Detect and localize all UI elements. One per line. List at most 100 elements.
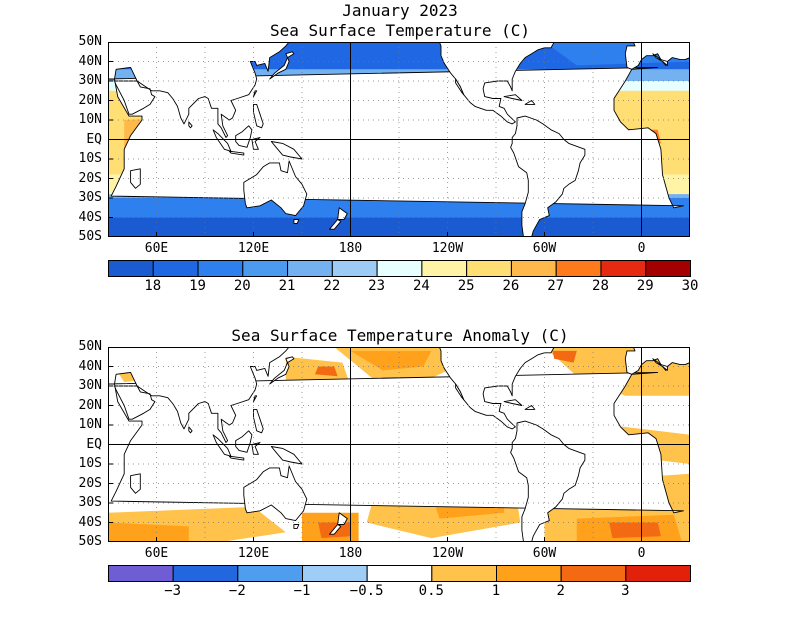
anomaly-colorbar (108, 565, 691, 582)
colorbar-label: 3 (621, 583, 630, 599)
land-mass (243, 465, 308, 522)
lat-label: 20S (78, 475, 102, 491)
land-mass (455, 78, 465, 96)
land-mass (228, 455, 245, 461)
land-mass (503, 94, 523, 101)
title-anomaly: Sea Surface Temperature Anomaly (C) (231, 326, 569, 345)
colorbar-label: 28 (592, 278, 609, 294)
colorbar-label: 21 (278, 278, 296, 294)
colorbar-swatch (600, 260, 647, 277)
colorbar-label: 27 (547, 278, 565, 294)
lon-label: 60W (532, 546, 557, 561)
colorbar-swatch (510, 260, 557, 277)
color-region (609, 522, 661, 539)
lat-label: 30S (78, 190, 102, 205)
land-mass (253, 103, 264, 129)
lon-label: 60E (144, 546, 169, 561)
land-mass (130, 473, 141, 494)
colorbar-label: 20 (233, 278, 251, 294)
lon-label: 0 (637, 241, 646, 256)
colorbar-label: 1 (491, 583, 501, 599)
lat-label: 50N (78, 339, 102, 354)
land-mass (503, 399, 523, 406)
land-mass (130, 168, 141, 189)
colorbar-swatch (560, 565, 627, 582)
lon-label: 0 (637, 546, 646, 561)
land-mass (524, 100, 536, 105)
color-region (314, 366, 338, 377)
colorbar-swatch (172, 565, 239, 582)
land-mass (243, 160, 308, 217)
land-mass (293, 219, 300, 224)
lat-label: 10S (78, 151, 102, 166)
lat-label: 50S (78, 229, 102, 244)
colorbar-label: 18 (144, 278, 162, 294)
land-mass (329, 524, 342, 535)
colorbar-swatch (287, 260, 333, 277)
lon-label: 120E (237, 241, 270, 256)
colorbar-swatch (431, 565, 498, 582)
lat-label: 30N (78, 378, 102, 393)
colorbar-swatch (366, 565, 433, 582)
colorbar-swatch (237, 565, 303, 582)
lat-label: 40S (78, 514, 102, 530)
lon-label: 120W (431, 546, 464, 561)
land-mass (108, 42, 290, 138)
land-mass (337, 207, 348, 220)
colorbar-label: 25 (457, 278, 475, 294)
colorbar-swatch (108, 565, 174, 582)
colorbar-swatch (421, 260, 468, 277)
lat-label: 10S (78, 456, 102, 471)
colorbar-swatch (152, 260, 199, 277)
land-mass (235, 430, 253, 453)
lat-label: 30S (78, 495, 102, 510)
land-mass (285, 51, 295, 59)
lat-label: 40N (78, 358, 102, 374)
lon-label: 120W (431, 241, 464, 256)
colorbar-swatch (555, 260, 602, 277)
colorbar-label: 0.5 (418, 583, 444, 599)
lon-label: 180 (338, 546, 363, 561)
lat-label: 20N (78, 92, 102, 108)
colorbar-swatch (242, 260, 289, 277)
colorbar-swatch (108, 260, 154, 277)
lat-label: 50S (78, 534, 102, 549)
land-mass (269, 362, 290, 385)
lat-label: EQ (86, 131, 102, 147)
land-mass (269, 57, 290, 80)
lat-label: 40S (78, 209, 102, 225)
land-mass (108, 347, 290, 443)
colorbar-swatch (197, 260, 244, 277)
color-region (108, 522, 189, 542)
color-region (350, 350, 432, 371)
colorbar-label: −1 (293, 583, 311, 599)
colorbar-swatch (376, 260, 423, 277)
sst-colorbar (108, 260, 691, 277)
land-mass (253, 395, 258, 403)
land-mass (652, 53, 668, 66)
land-mass (285, 356, 295, 364)
land-mass (235, 125, 253, 148)
colorbar-label: 26 (502, 278, 520, 294)
land-mass (228, 150, 245, 156)
lat-label: 20S (78, 170, 102, 186)
lat-label: 50N (78, 34, 102, 49)
colorbar-label: 22 (323, 278, 341, 294)
land-mass (188, 426, 193, 434)
land-mass (253, 90, 258, 98)
land-mass (524, 405, 536, 410)
lat-label: 30N (78, 73, 102, 88)
colorbar-swatch (496, 565, 562, 582)
lat-label: 40N (78, 53, 102, 69)
title-month: January 2023 (342, 1, 458, 20)
land-mass (270, 446, 303, 465)
colorbar-swatch (302, 565, 368, 582)
land-mass (329, 219, 342, 230)
lat-label: 20N (78, 397, 102, 413)
land-mass (293, 524, 300, 529)
lon-label: 120E (237, 546, 270, 561)
colorbar-label: −3 (164, 583, 182, 599)
title-sst: Sea Surface Temperature (C) (269, 21, 531, 40)
colorbar-label: 30 (681, 278, 699, 294)
land-mass (270, 141, 303, 160)
